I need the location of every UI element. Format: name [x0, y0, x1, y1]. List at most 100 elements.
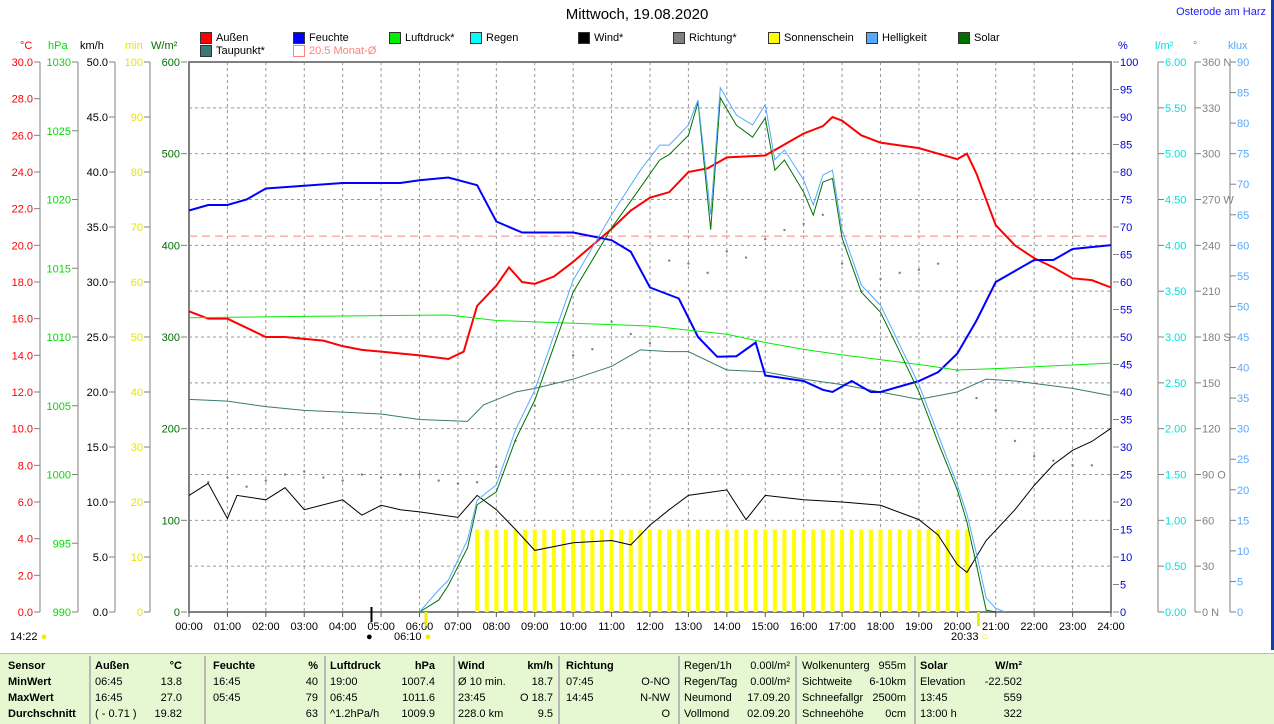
cell-label: Wolkenunterg	[802, 660, 870, 672]
axis-label-lux: 85	[1237, 88, 1249, 100]
x-tick-label: 11:00	[598, 621, 625, 633]
table-row: Feuchte%	[213, 658, 318, 674]
x-tick-label: 10:00	[559, 621, 587, 633]
moon-icon: ●	[366, 631, 373, 643]
direction-point	[706, 271, 709, 275]
cell-value: 02.09.20	[747, 708, 790, 720]
axis-label-lux: 0	[1237, 607, 1243, 619]
cell-value: 955m	[878, 660, 906, 672]
legend-label: Solar	[974, 32, 1000, 44]
direction-point	[437, 479, 440, 482]
table-row: O	[566, 706, 670, 722]
axis-label-hum: 75	[1120, 195, 1132, 207]
table-row: MinWert	[8, 674, 85, 690]
legend-swatch	[200, 32, 212, 44]
cell-value: 79	[305, 692, 318, 704]
axis-label-rain: 3.00	[1165, 332, 1186, 344]
direction-point	[571, 354, 575, 357]
table-row: Neumond 17.09.20	[684, 690, 790, 706]
axis-label-hum: 35	[1120, 415, 1132, 427]
axis-label-temp: 20.0	[12, 240, 33, 252]
table-row: Regen/1h 0.00l/m²	[684, 658, 790, 674]
axis-label-lux: 25	[1237, 454, 1249, 466]
table-group-luftdruck: Luftdruck hPa 19:00 1007.4 06:45 1011.6 ^1.2hP…	[330, 658, 435, 722]
axis-label-dir: 210	[1202, 286, 1220, 298]
cell-label: 16:45	[213, 676, 241, 688]
axis-label-rain: 3.50	[1165, 286, 1186, 298]
axis-label-rain: 2.00	[1165, 424, 1186, 436]
table-row: Richtung	[566, 658, 670, 674]
axis-label-lux: 10	[1237, 546, 1249, 558]
cell-label: Sensor	[8, 660, 46, 672]
axis-label-press: 1025	[47, 126, 71, 138]
axis-label-wind: 20.0	[87, 387, 108, 399]
direction-point	[303, 470, 306, 473]
table-row: 13:45 559	[920, 690, 1022, 706]
chart-canvas: 00:00 01:00 02:00 03:00 04:00 05:00 06:00 07:00…	[12, 57, 1250, 633]
cell-label: ^1.2hPa/h	[330, 708, 380, 720]
axis-label-dir: 240	[1202, 240, 1220, 252]
cell-label: Sichtweite	[802, 676, 853, 688]
axis-label-temp: 26.0	[12, 130, 33, 142]
x-tick-label: 04:00	[329, 621, 357, 633]
cell-value: 19.82	[154, 708, 182, 720]
location-link[interactable]: Osterode am Harz	[1176, 6, 1266, 18]
table-row: Durchschnitt	[8, 706, 85, 722]
x-tick-label: 17:00	[828, 621, 856, 633]
axis-label-lux: 75	[1237, 149, 1249, 161]
axis-label-lux: 65	[1237, 210, 1249, 222]
cell-value: N-NW	[640, 692, 670, 704]
direction-point	[936, 262, 940, 265]
axis-label-dir: 90 O	[1202, 470, 1226, 482]
direction-point	[207, 480, 210, 484]
axis-label-lux: 90	[1237, 57, 1249, 69]
x-tick-label: 03:00	[290, 621, 318, 633]
direction-point	[668, 259, 671, 262]
cell-label: 19:00	[330, 676, 358, 688]
direction-point	[1052, 459, 1055, 462]
table-group-feuchte: Feuchte% 16:45 40 05:45 79 63	[213, 658, 318, 722]
axis-label-temp: 22.0	[12, 204, 33, 216]
direction-point	[840, 262, 844, 265]
axis-unit-wind: km/h	[80, 40, 104, 52]
legend-swatch	[200, 45, 212, 57]
direction-point	[399, 473, 402, 476]
cell-label: Regen/1h	[684, 660, 732, 672]
axis-label-hum: 5	[1120, 580, 1126, 592]
table-row: 23:45 O 18.7	[458, 690, 553, 706]
axis-label-lux: 60	[1237, 240, 1249, 252]
cell-label: Ø 10 min.	[458, 676, 506, 688]
axis-label-rain: 1.00	[1165, 515, 1186, 527]
axis-label-hum: 90	[1120, 112, 1132, 124]
axis-label-rain: 5.00	[1165, 149, 1186, 161]
legend-item: Taupunkt*	[200, 45, 265, 57]
sunrise-icon: ●	[424, 631, 432, 643]
series-line-luftdruck	[188, 314, 1112, 371]
direction-point	[379, 476, 383, 479]
table-row: Außen °C	[95, 658, 182, 674]
axis-label-solar: 200	[162, 424, 180, 436]
axis-label-hum: 20	[1120, 497, 1132, 509]
axis-label-press: 990	[53, 607, 71, 619]
axis-label-rain: 0.50	[1165, 561, 1186, 573]
x-tick-label: 00:00	[175, 621, 203, 633]
cell-label: MinWert	[8, 676, 52, 688]
direction-point	[533, 404, 536, 407]
legend-item: Sonnenschein	[768, 32, 854, 44]
axis-label-temp: 4.0	[18, 534, 33, 546]
direction-point	[648, 341, 652, 345]
axis-label-press: 1020	[47, 195, 71, 207]
axis-unit-lux: klux	[1228, 40, 1248, 52]
table-row: Vollmond 02.09.20	[684, 706, 790, 722]
x-tick-label: 18:00	[867, 621, 895, 633]
direction-point	[495, 465, 498, 469]
x-tick-label: 19:00	[905, 621, 933, 633]
sunset-icon: ○	[981, 631, 989, 643]
axis-label-lux: 80	[1237, 118, 1249, 130]
table-row: ( - 0.71 ) 19.82	[95, 706, 182, 722]
table-row: Ø 10 min. 18.7	[458, 674, 553, 690]
cell-value: °C	[169, 660, 182, 672]
sunset-time: 20:33	[951, 631, 979, 643]
axis-unit-press: hPa	[48, 40, 68, 52]
x-tick-label: 08:00	[483, 621, 511, 633]
